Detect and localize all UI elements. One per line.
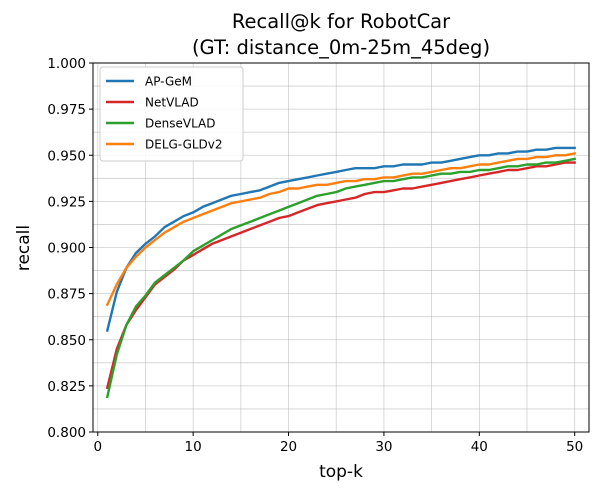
legend-label: NetVLAD: [145, 96, 199, 110]
y-tick-label: 0.825: [47, 379, 86, 395]
y-tick-label: 0.925: [47, 194, 86, 210]
y-tick-label: 1.000: [47, 56, 86, 72]
x-tick-label: 40: [471, 439, 488, 455]
plot-frame: [92, 62, 590, 433]
chart-subtitle: (GT: distance_0m-25m_45deg): [192, 36, 490, 59]
y-tick-label: 0.800: [47, 425, 86, 441]
legend-box: [99, 66, 244, 162]
series-line-ap-gem: [105, 146, 576, 332]
legend: AP-GeM NetVLAD DenseVLAD DELG-GLDv2: [99, 66, 244, 162]
y-tick-label: 0.900: [47, 241, 86, 257]
legend-label: DELG-GLDv2: [145, 138, 223, 152]
series-line-densevlad: [105, 157, 577, 399]
chart-title: Recall@k for RobotCar: [232, 10, 451, 33]
y-tick-label: 0.975: [47, 102, 86, 118]
x-axis-label: top-k: [319, 462, 363, 482]
x-tick-label: 10: [185, 439, 202, 455]
x-tick-label: 0: [93, 439, 102, 455]
y-tick-label: 0.950: [47, 148, 86, 164]
legend-label: DenseVLAD: [145, 117, 215, 131]
y-axis-label: recall: [14, 225, 34, 271]
y-tick-label: 0.875: [47, 287, 86, 303]
series-lines: [105, 146, 577, 399]
x-tick-label: 20: [280, 439, 297, 455]
series-line-delg-gldv2: [105, 151, 577, 307]
x-tick-label: 50: [566, 439, 583, 455]
x-tick-label: 30: [375, 439, 392, 455]
axis-ticks: 0 10 20 30 40 50 0.800 0.825 0.850 0.875 0.900 0.92…: [47, 56, 583, 455]
y-tick-label: 0.850: [47, 333, 86, 349]
legend-label: AP-GeM: [145, 75, 192, 89]
